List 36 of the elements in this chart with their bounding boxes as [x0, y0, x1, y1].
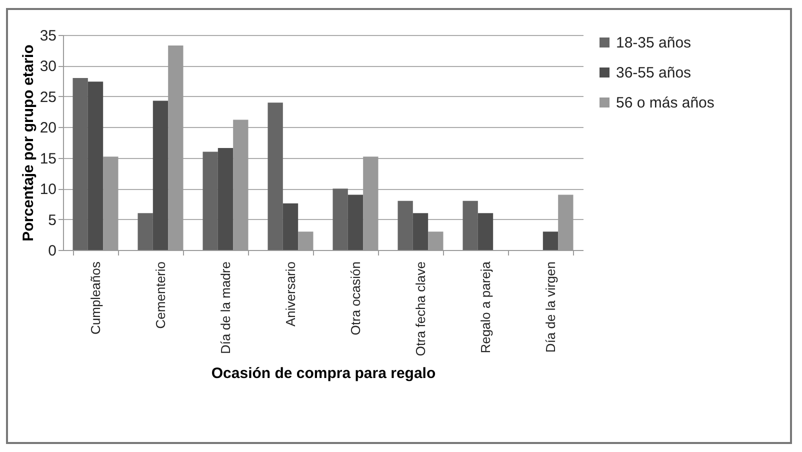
bar	[462, 200, 478, 250]
bar	[478, 213, 494, 250]
x-axis-title: Ocasión de compra para regalo	[211, 365, 436, 382]
bar	[218, 148, 234, 250]
y-tick-label: 10	[40, 181, 56, 198]
bar	[412, 213, 428, 250]
y-tick-label: 0	[48, 242, 56, 260]
x-tick-label: Regalo a pareja	[478, 260, 493, 354]
y-tick-label: 25	[40, 88, 56, 106]
x-tick-label: Aniversario	[283, 262, 298, 327]
y-axis-title: Porcentaje por grupo etario	[20, 44, 37, 242]
bar	[348, 194, 364, 250]
bar	[202, 152, 218, 250]
bar	[88, 82, 104, 250]
bar	[282, 203, 298, 250]
y-tick-label: 30	[40, 58, 56, 76]
x-tick-label: Cumpleaños	[88, 261, 103, 334]
y-tick-label: 15	[40, 150, 56, 168]
bar	[72, 78, 88, 250]
x-tick-label: Cementerio	[153, 262, 168, 329]
bar	[152, 100, 168, 250]
y-tick-label: 35	[40, 28, 56, 44]
y-tick-label: 20	[40, 120, 56, 137]
x-tick-label: Otra fecha clave	[413, 262, 428, 356]
legend-label: 56 o más años	[616, 94, 714, 112]
x-tick-label: Día de la virgen	[543, 262, 558, 353]
bar	[542, 232, 558, 250]
x-tick-label: Otra ocasión	[348, 262, 363, 336]
bar	[268, 102, 283, 250]
x-tick-label: Día de la madre	[218, 262, 233, 354]
legend-label: 18-35 años	[616, 34, 692, 52]
bar	[138, 213, 153, 250]
legend-label: 36-55 años	[616, 64, 692, 82]
bar	[332, 188, 348, 250]
y-tick-label: 5	[48, 212, 56, 229]
bar	[398, 200, 413, 250]
